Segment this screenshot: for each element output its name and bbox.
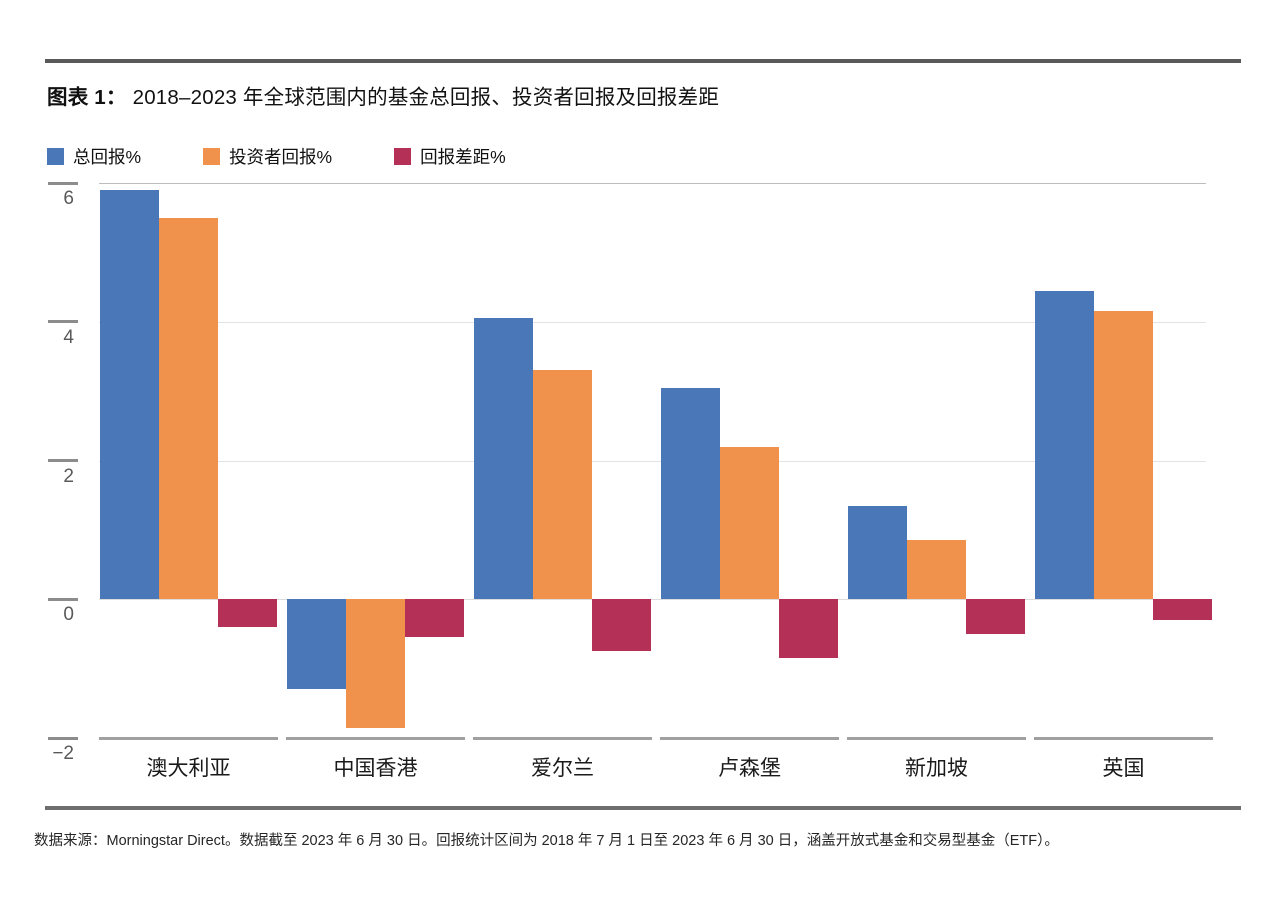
legend-item: 回报差距%: [394, 144, 506, 169]
x-axis-baseline: [1034, 736, 1213, 740]
y-tick-mark: [48, 459, 78, 462]
x-axis-baseline: [99, 736, 278, 740]
legend-label: 回报差距%: [420, 147, 506, 167]
bar-investor-return: [907, 540, 966, 600]
bar-return-gap: [779, 599, 838, 659]
bar-return-gap: [405, 599, 464, 638]
legend-label: 总回报%: [73, 147, 142, 167]
bar-return-gap: [218, 599, 277, 627]
y-tick-label: 6: [63, 188, 74, 209]
legend-swatch: [203, 148, 221, 165]
y-tick-label: −2: [52, 743, 74, 764]
bottom-divider: [45, 806, 1241, 810]
legend: 总回报% 投资者回报% 回报差距%: [47, 144, 506, 169]
x-axis-label: 新加坡: [905, 757, 968, 780]
x-axis-baseline: [847, 736, 1026, 740]
y-gridline: [99, 599, 1206, 601]
x-axis-label: 中国香港: [333, 757, 418, 780]
x-axis-label: 卢森堡: [718, 757, 781, 780]
x-axis-label: 英国: [1102, 757, 1145, 780]
y-gridline: [99, 321, 1206, 323]
bar-total-return: [100, 189, 159, 600]
y-tick-label: 4: [63, 326, 74, 348]
y-tick-label: 2: [63, 465, 74, 487]
legend-item: 总回报%: [47, 144, 141, 169]
x-axis-label: 澳大利亚: [146, 757, 231, 780]
bar-investor-return: [533, 370, 592, 600]
legend-swatch: [47, 148, 64, 165]
bar-return-gap: [1153, 599, 1212, 621]
bar-investor-return: [1094, 311, 1153, 600]
legend-label: 投资者回报%: [229, 147, 333, 167]
x-axis-label: 爱尔兰: [531, 757, 594, 780]
bar-total-return: [287, 599, 346, 690]
bar-investor-return: [720, 446, 779, 600]
chart-title-prefix: 图表 1：: [47, 86, 127, 109]
chart-title-text: 2018–2023 年全球范围内的基金总回报、投资者回报及回报差距: [132, 86, 720, 109]
y-tick-mark: [48, 597, 78, 601]
bar-return-gap: [966, 599, 1025, 634]
bar-total-return: [848, 505, 907, 600]
bar-investor-return: [346, 599, 405, 728]
y-gridline: [99, 460, 1206, 462]
x-axis-baseline: [660, 736, 839, 740]
x-axis-baseline: [286, 736, 465, 740]
legend-swatch: [394, 148, 412, 165]
source-note: 数据来源：Morningstar Direct。数据截至 2023 年 6 月 …: [34, 833, 1059, 849]
y-tick-label: 0: [63, 604, 74, 626]
bar-return-gap: [592, 599, 651, 652]
y-tick-mark: [48, 181, 78, 185]
bar-total-return: [474, 318, 533, 600]
top-divider: [45, 59, 1241, 63]
y-gridline: [99, 183, 1206, 184]
bar-total-return: [1035, 290, 1094, 600]
bar-investor-return: [159, 217, 218, 600]
legend-item: 投资者回报%: [203, 144, 332, 169]
x-axis-baseline: [473, 736, 652, 740]
y-tick-mark: [48, 320, 78, 324]
bar-total-return: [661, 387, 720, 600]
chart-title: 图表 1： 2018–2023 年全球范围内的基金总回报、投资者回报及回报差距: [47, 80, 719, 110]
y-tick-mark: [48, 736, 78, 740]
